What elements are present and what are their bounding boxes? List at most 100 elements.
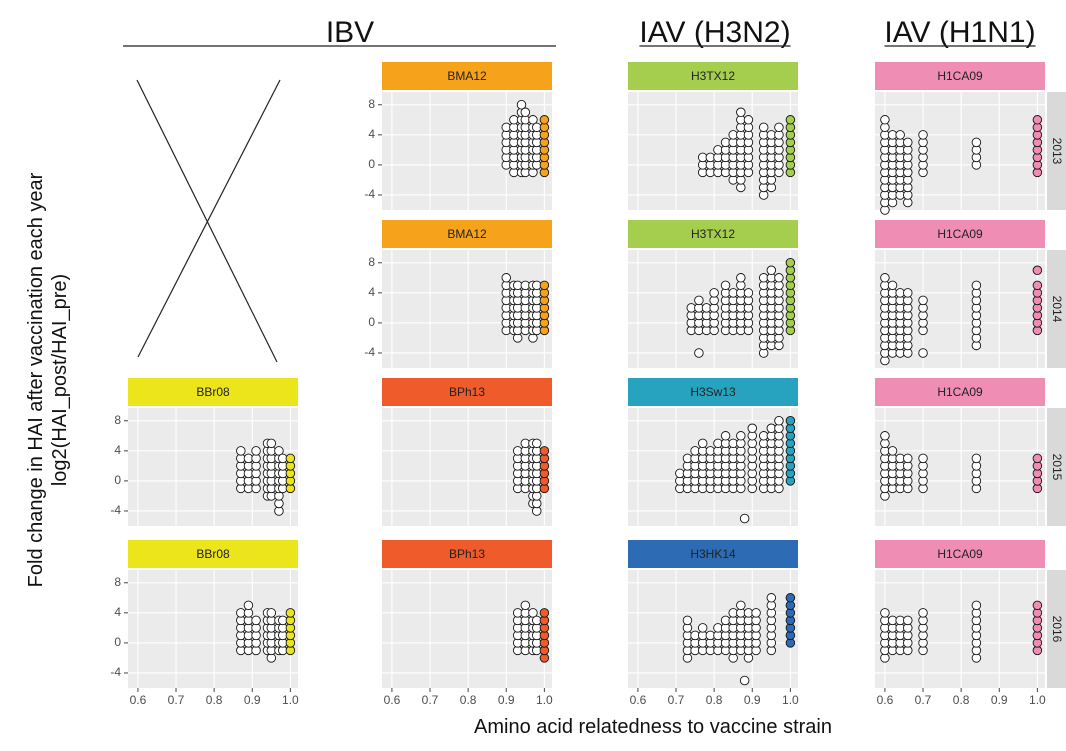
point [697, 438, 708, 449]
x-tick-label: 0.6 [384, 693, 401, 707]
point [785, 593, 796, 603]
point [739, 675, 750, 686]
x-tick-label: 0.9 [744, 693, 761, 707]
strip-label: H1CA09 [937, 547, 983, 561]
x-tick-label: 0.7 [422, 693, 439, 707]
point [736, 107, 746, 118]
point [266, 608, 277, 618]
point [785, 115, 796, 125]
point [720, 280, 731, 291]
facet-strip-right [1047, 250, 1066, 368]
x-tick-label: 0.7 [915, 693, 932, 707]
point [971, 137, 982, 148]
strip-label: H1CA09 [937, 227, 983, 241]
point [880, 608, 890, 618]
facet-strip-right [1047, 92, 1066, 210]
point [285, 453, 296, 464]
point [236, 446, 246, 456]
point [766, 593, 777, 603]
point [694, 348, 704, 358]
strip [128, 378, 298, 406]
point [887, 446, 898, 456]
x-tick-label: 0.9 [991, 693, 1008, 707]
point [918, 130, 928, 140]
strip [875, 220, 1045, 248]
point [758, 122, 769, 133]
y-tick-label: 4 [368, 285, 375, 299]
strip [382, 62, 552, 90]
y-tick-label: 0 [114, 635, 121, 649]
point [880, 115, 890, 125]
point [766, 265, 777, 276]
x-tick-label: 0.7 [668, 693, 685, 707]
x-axis-title: Amino acid relatedness to vaccine strain [474, 716, 832, 738]
point [918, 348, 928, 358]
point [243, 600, 254, 611]
strip [875, 62, 1045, 90]
y-tick-label: 8 [368, 255, 375, 269]
point [516, 100, 527, 110]
point [785, 258, 796, 268]
point [285, 608, 296, 618]
point [918, 295, 928, 306]
x-tick-label: 0.6 [630, 693, 647, 707]
point [774, 273, 784, 283]
x-tick-label: 0.9 [498, 693, 515, 707]
y-tick-label: -4 [364, 187, 375, 201]
point [743, 115, 754, 125]
point [736, 600, 746, 611]
point [539, 115, 550, 125]
point [739, 513, 750, 524]
point [895, 130, 905, 140]
x-tick-label: 0.8 [706, 693, 723, 707]
point [539, 608, 550, 618]
strip [628, 540, 798, 568]
y-tick-label: 8 [114, 575, 121, 589]
strip [875, 540, 1045, 568]
point [709, 288, 719, 298]
strip-label: BPh13 [449, 547, 485, 561]
y-tick-label: 0 [368, 315, 375, 329]
point [887, 280, 898, 291]
point [682, 615, 693, 626]
x-tick-label: 0.7 [168, 693, 185, 707]
point [520, 107, 531, 118]
y-tick-label: 0 [114, 473, 121, 487]
x-tick-label: 0.8 [460, 693, 477, 707]
strip [628, 378, 798, 406]
strip-label: H3Sw13 [690, 385, 736, 399]
point [903, 288, 913, 298]
x-tick-label: 0.6 [877, 693, 894, 707]
point [736, 431, 746, 441]
point [971, 280, 982, 291]
strip [382, 220, 552, 248]
y-tick-label: 0 [368, 157, 375, 171]
strip [382, 540, 552, 568]
x-tick-label: 0.6 [130, 693, 147, 707]
point [720, 431, 731, 441]
point [736, 273, 746, 283]
point [528, 608, 538, 618]
point [903, 453, 913, 464]
point [880, 431, 890, 441]
point [785, 416, 796, 426]
point [528, 115, 538, 125]
point [251, 446, 261, 456]
x-tick-label: 1.0 [536, 693, 553, 707]
point [751, 608, 761, 618]
strip-label: H3TX12 [691, 227, 735, 241]
y-tick-label: 4 [114, 605, 121, 619]
facet-year: 2016 [1050, 616, 1064, 643]
point [774, 416, 784, 426]
group-title: IAV (H3N2) [639, 16, 790, 49]
strip-label: H3HK14 [690, 547, 736, 561]
y-tick-label: 8 [114, 413, 121, 427]
strip [628, 62, 798, 90]
point [918, 608, 928, 618]
point [1032, 453, 1043, 464]
point [539, 280, 550, 291]
point [697, 623, 708, 633]
point [532, 438, 542, 449]
point [694, 295, 704, 306]
